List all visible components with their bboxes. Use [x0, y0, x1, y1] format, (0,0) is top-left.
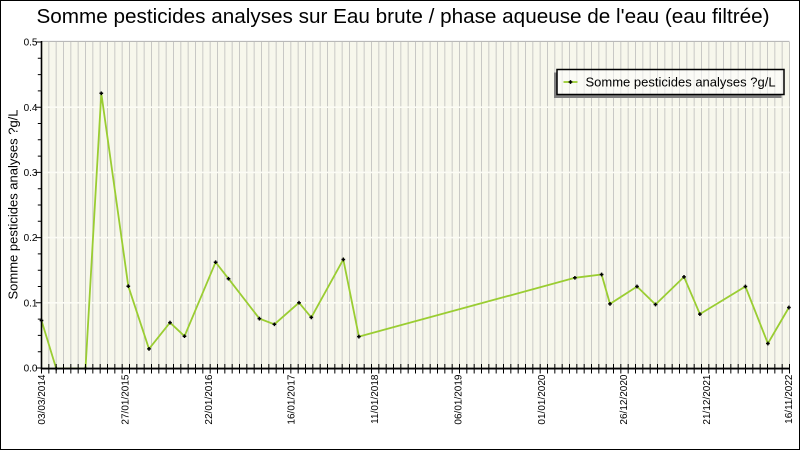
svg-text:0.1: 0.1: [24, 298, 38, 309]
svg-text:27/01/2015: 27/01/2015: [120, 374, 131, 424]
svg-text:16/01/2017: 16/01/2017: [286, 374, 297, 424]
svg-text:06/01/2019: 06/01/2019: [454, 374, 465, 424]
svg-text:0.2: 0.2: [24, 233, 38, 244]
svg-text:16/11/2022: 16/11/2022: [784, 374, 795, 424]
svg-text:Somme pesticides analyses ?g/L: Somme pesticides analyses ?g/L: [6, 109, 21, 299]
svg-text:11/01/2018: 11/01/2018: [370, 374, 381, 424]
svg-text:03/03/2014: 03/03/2014: [37, 374, 48, 424]
svg-text:Somme pesticides analyses sur: Somme pesticides analyses sur Eau brute …: [36, 5, 769, 28]
svg-text:21/12/2021: 21/12/2021: [702, 374, 713, 424]
svg-text:Somme pesticides analyses ?g/L: Somme pesticides analyses ?g/L: [586, 74, 776, 89]
svg-text:0.4: 0.4: [24, 103, 38, 114]
svg-text:26/12/2020: 26/12/2020: [619, 374, 630, 424]
svg-text:0.5: 0.5: [24, 38, 38, 49]
svg-text:0.0: 0.0: [24, 364, 38, 375]
svg-text:22/01/2016: 22/01/2016: [204, 374, 215, 424]
svg-text:0.3: 0.3: [24, 168, 38, 179]
svg-text:01/01/2020: 01/01/2020: [537, 374, 548, 424]
